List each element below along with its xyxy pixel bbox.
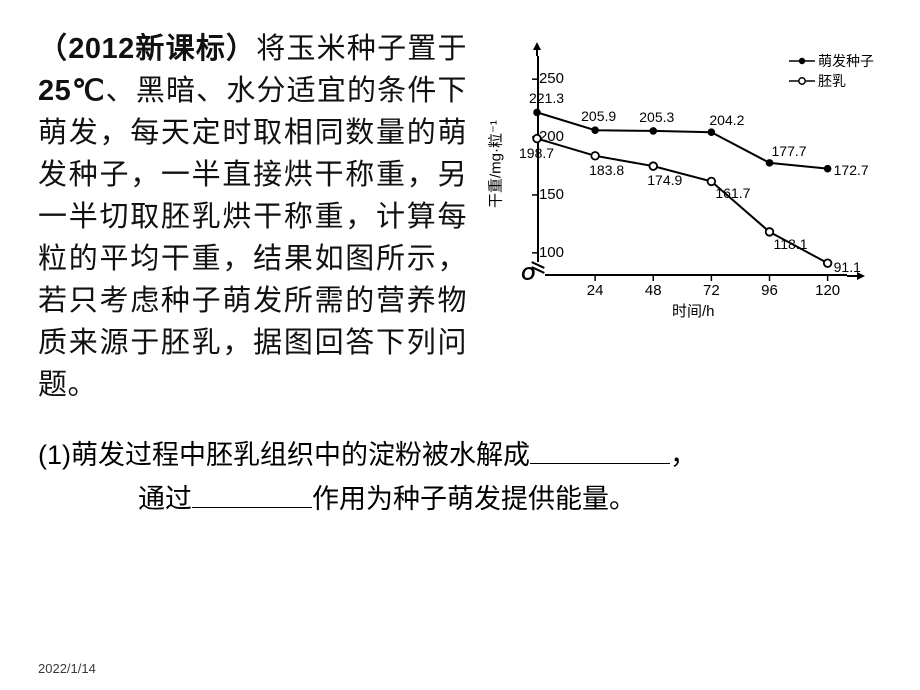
question-paragraph: （2012新课标）将玉米种子置于25℃、黑暗、水分适宜的条件下萌发，每天定时取相… bbox=[38, 28, 467, 406]
data-point-label: 161.7 bbox=[715, 185, 750, 201]
y-axis-label: 干重/mg·粒⁻¹ bbox=[485, 120, 506, 208]
temperature: 25℃ bbox=[38, 75, 106, 107]
line-chart: 萌发种子 胚乳 O 干重/mg·粒⁻¹ 时间/h 100 150 200 250 24 4… bbox=[477, 38, 882, 338]
q1-text-b: ， bbox=[670, 440, 697, 470]
legend-label-2: 胚乳 bbox=[818, 72, 846, 92]
sub-question-1: (1)萌发过程中胚乳组织中的淀粉被水解成 ， 通过 作用为种子萌发提供能量。 bbox=[0, 406, 920, 520]
y-tick-label: 250 bbox=[524, 70, 564, 87]
y-tick-label: 200 bbox=[524, 128, 564, 145]
y-tick-label: 150 bbox=[524, 186, 564, 203]
data-point-label: 177.7 bbox=[772, 143, 807, 159]
fill-blank-2 bbox=[192, 478, 312, 508]
x-tick-label: 96 bbox=[750, 282, 790, 299]
fill-blank-1 bbox=[530, 435, 670, 465]
origin-label: O bbox=[521, 264, 535, 285]
data-point-label: 205.9 bbox=[581, 108, 616, 124]
source-tag: （2012新课标） bbox=[38, 33, 256, 65]
chart-container: 萌发种子 胚乳 O 干重/mg·粒⁻¹ 时间/h 100 150 200 250 24 4… bbox=[477, 38, 882, 406]
x-tick-label: 120 bbox=[808, 282, 848, 299]
x-tick-label: 24 bbox=[575, 282, 615, 299]
q1-text-a: (1)萌发过程中胚乳组织中的淀粉被水解成 bbox=[38, 440, 530, 470]
x-tick-label: 72 bbox=[691, 282, 731, 299]
legend-row-2: 胚乳 bbox=[789, 72, 874, 92]
open-circle-icon bbox=[789, 72, 815, 92]
q1-text-d: 作用为种子萌发提供能量。 bbox=[312, 484, 636, 514]
legend-row-1: 萌发种子 bbox=[789, 52, 874, 72]
x-tick-label: 48 bbox=[633, 282, 673, 299]
data-point-label: 91.1 bbox=[834, 259, 861, 275]
q1-text-c: 通过 bbox=[138, 484, 192, 514]
filled-circle-icon bbox=[789, 52, 815, 72]
x-axis-label: 时间/h bbox=[672, 300, 715, 321]
legend-label-1: 萌发种子 bbox=[818, 52, 874, 72]
data-point-label: 183.8 bbox=[589, 162, 624, 178]
footer-date: 2022/1/14 bbox=[38, 661, 96, 676]
main-content: （2012新课标）将玉米种子置于25℃、黑暗、水分适宜的条件下萌发，每天定时取相… bbox=[0, 0, 920, 406]
legend: 萌发种子 胚乳 bbox=[789, 52, 874, 91]
data-point-label: 198.7 bbox=[519, 145, 554, 161]
y-tick-label: 100 bbox=[524, 244, 564, 261]
data-point-label: 118.1 bbox=[774, 236, 808, 252]
data-point-label: 205.3 bbox=[639, 109, 674, 125]
data-point-label: 221.3 bbox=[529, 90, 564, 106]
data-point-label: 204.2 bbox=[709, 112, 744, 128]
data-point-label: 172.7 bbox=[834, 162, 869, 178]
data-point-label: 174.9 bbox=[647, 172, 682, 188]
